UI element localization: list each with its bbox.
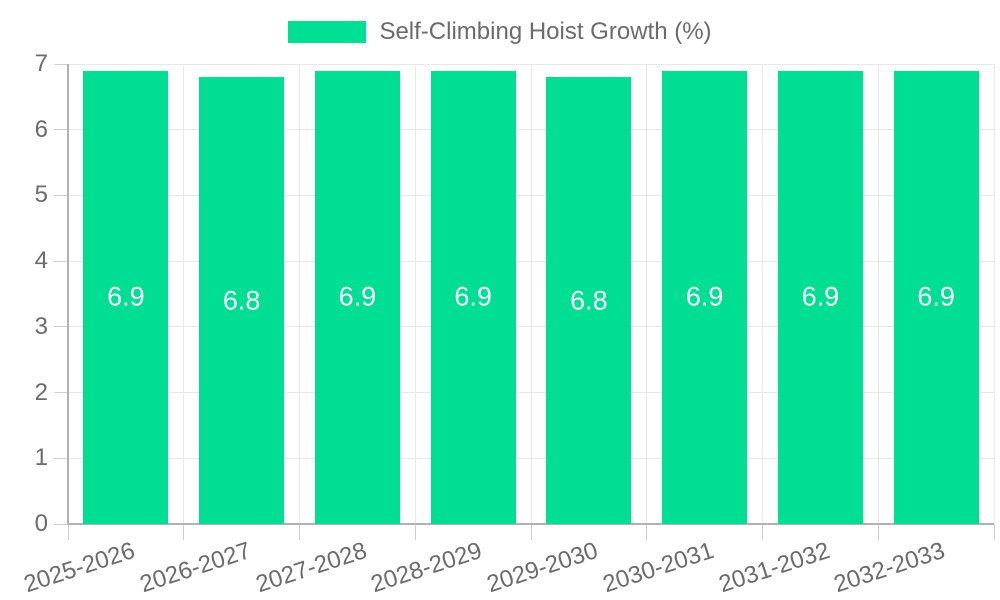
bar-value-label: 6.9 — [801, 281, 840, 312]
y-tick-mark — [54, 63, 68, 65]
x-axis-tick-label: 2027-2028 — [252, 537, 370, 599]
x-axis-tick-label: 2025-2026 — [20, 537, 139, 599]
y-axis-tick-label: 3 — [34, 312, 48, 340]
x-axis-tick-label: 2029-2030 — [483, 537, 602, 599]
y-tick-mark — [54, 392, 68, 394]
x-tick-mark — [183, 524, 185, 540]
y-tick-mark — [54, 523, 68, 525]
x-axis-tick-label: 2031-2032 — [715, 537, 833, 599]
x-tick-mark — [299, 524, 300, 540]
bar-2028-2029[interactable]: 6.9 — [430, 70, 516, 524]
legend-swatch — [288, 21, 367, 43]
bar-value-label: 6.9 — [685, 281, 724, 312]
gridline-vertical — [414, 64, 416, 524]
gridline-vertical — [993, 64, 995, 524]
bar-2030-2031[interactable]: 6.9 — [662, 70, 748, 524]
legend-label: Self-Climbing Hoist Growth (%) — [379, 18, 712, 45]
y-axis-tick-label: 7 — [34, 50, 48, 77]
x-tick-mark — [646, 524, 648, 540]
bar-2032-2033[interactable]: 6.9 — [893, 70, 979, 524]
bar-value-label: 6.9 — [454, 281, 492, 312]
bar-2031-2032[interactable]: 6.9 — [777, 70, 863, 524]
x-tick-mark — [762, 524, 763, 540]
x-tick-mark — [877, 524, 879, 540]
y-axis-tick-label: 0 — [34, 510, 48, 537]
x-tick-mark — [67, 524, 69, 540]
y-axis-tick-label: 6 — [34, 115, 48, 143]
y-tick-mark — [54, 326, 68, 328]
y-tick-mark — [54, 260, 68, 262]
bar-2026-2027[interactable]: 6.8 — [199, 77, 285, 524]
y-tick-mark — [54, 194, 68, 196]
x-axis-tick-label: 2032-2033 — [830, 537, 949, 599]
bar-2027-2028[interactable]: 6.9 — [314, 70, 400, 524]
gridline-vertical — [530, 64, 532, 524]
x-axis-tick-label: 2028-2029 — [367, 537, 486, 599]
y-tick-mark — [54, 129, 68, 131]
legend-item[interactable]: Self-Climbing Hoist Growth (%) — [0, 18, 1000, 46]
bar-value-label: 6.8 — [570, 285, 608, 316]
y-axis-tick-label: 5 — [34, 181, 48, 209]
gridline-vertical — [299, 64, 300, 524]
gridline-vertical — [183, 64, 185, 524]
x-tick-mark — [414, 524, 416, 540]
x-axis-line — [67, 523, 994, 525]
bar-value-label: 6.9 — [338, 281, 377, 312]
y-axis-tick-label: 4 — [34, 247, 48, 275]
x-tick-mark — [993, 524, 995, 540]
y-axis-tick-label: 1 — [34, 444, 48, 472]
y-axis-line — [67, 64, 69, 524]
x-axis-tick-label: 2026-2027 — [136, 537, 254, 599]
y-tick-mark — [54, 457, 68, 459]
gridline-vertical — [877, 64, 879, 524]
gridline-vertical — [646, 64, 648, 524]
y-axis-tick-label: 2 — [34, 378, 48, 406]
x-axis-tick-label: 2030-2031 — [599, 537, 717, 599]
bar-2025-2026[interactable]: 6.9 — [83, 70, 169, 524]
gridline-vertical — [762, 64, 763, 524]
bar-value-label: 6.8 — [222, 285, 261, 316]
bar-2029-2030[interactable]: 6.8 — [546, 77, 632, 524]
bar-value-label: 6.9 — [917, 281, 955, 312]
x-tick-mark — [530, 524, 532, 540]
bar-value-label: 6.9 — [107, 281, 145, 312]
